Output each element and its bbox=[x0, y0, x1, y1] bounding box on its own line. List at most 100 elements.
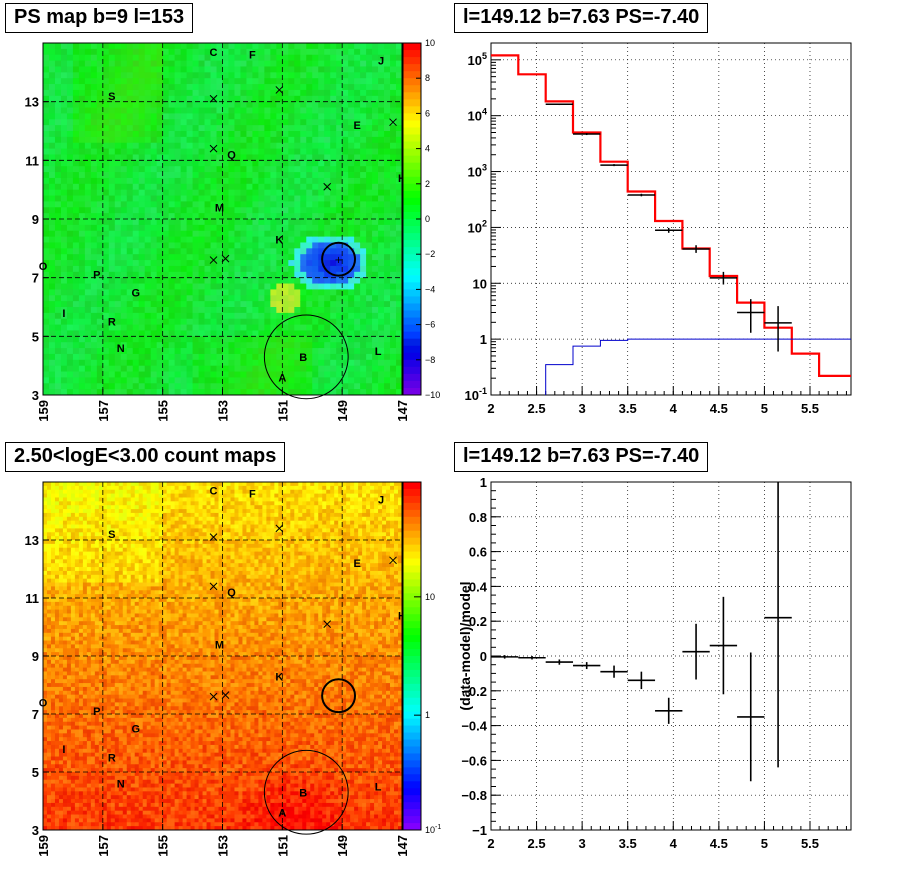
map-pixel bbox=[390, 195, 397, 202]
map-pixel bbox=[282, 248, 289, 255]
map-pixel bbox=[378, 230, 385, 237]
map-pixel bbox=[78, 219, 86, 226]
map-pixel bbox=[62, 683, 68, 688]
map-pixel bbox=[150, 271, 158, 279]
map-pixel bbox=[54, 60, 62, 67]
map-pixel bbox=[162, 72, 170, 79]
map-pixel bbox=[120, 389, 128, 396]
map-pixel bbox=[282, 236, 289, 243]
map-pixel bbox=[74, 621, 80, 626]
map-pixel bbox=[168, 183, 176, 191]
map-pixel bbox=[48, 95, 56, 103]
map-pixel bbox=[186, 312, 193, 320]
map-pixel bbox=[234, 113, 241, 120]
map-pixel bbox=[138, 177, 146, 185]
map-pixel bbox=[366, 318, 373, 325]
map-pixel bbox=[114, 43, 122, 50]
map-pixel bbox=[396, 289, 403, 296]
map-pixel bbox=[78, 371, 86, 378]
map-pixel bbox=[74, 563, 80, 568]
map-pixel bbox=[246, 154, 253, 161]
map-pixel bbox=[222, 84, 229, 91]
map-pixel bbox=[74, 493, 80, 498]
map-pixel bbox=[312, 183, 319, 191]
map-pixel bbox=[78, 177, 86, 185]
map-pixel bbox=[90, 536, 96, 541]
map-pixel bbox=[192, 160, 199, 167]
map-pixel bbox=[384, 359, 391, 367]
map-pixel bbox=[276, 78, 283, 85]
map-pixel bbox=[43, 760, 48, 765]
map-pixel bbox=[276, 172, 283, 179]
map-pixel bbox=[348, 48, 355, 56]
map-pixel bbox=[258, 54, 265, 61]
map-pixel bbox=[258, 160, 265, 167]
map-pixel bbox=[216, 336, 223, 343]
map-pixel bbox=[252, 148, 259, 155]
map-pixel bbox=[336, 365, 343, 372]
map-pixel bbox=[62, 570, 68, 576]
map-pixel bbox=[192, 142, 199, 149]
map-pixel bbox=[74, 497, 80, 502]
map-pixel bbox=[294, 54, 301, 61]
map-pixel bbox=[396, 260, 403, 267]
map-pixel bbox=[396, 78, 403, 85]
map-pixel bbox=[180, 119, 187, 126]
map-pixel bbox=[62, 717, 68, 723]
map-pixel bbox=[258, 242, 265, 249]
map-pixel bbox=[390, 78, 397, 85]
map-pixel bbox=[282, 318, 289, 325]
map-pixel bbox=[90, 324, 98, 331]
map-pixel bbox=[306, 72, 313, 79]
map-pixel bbox=[70, 485, 76, 491]
map-pixel bbox=[390, 213, 397, 220]
map-pixel bbox=[132, 172, 140, 179]
map-pixel bbox=[288, 48, 295, 56]
map-pixel bbox=[180, 342, 187, 349]
map-pixel bbox=[43, 613, 48, 618]
map-pixel bbox=[82, 663, 88, 668]
map-pixel bbox=[96, 289, 104, 296]
colorbar-cell bbox=[403, 331, 421, 340]
map-pixel bbox=[330, 125, 337, 132]
map-pixel bbox=[66, 348, 74, 355]
map-pixel bbox=[46, 605, 52, 610]
map-pixel bbox=[306, 195, 313, 202]
map-pixel bbox=[70, 737, 76, 742]
map-pixel bbox=[43, 706, 48, 711]
map-pixel bbox=[46, 799, 52, 804]
map-pixel bbox=[318, 95, 325, 103]
map-pixel bbox=[270, 72, 277, 79]
map-pixel bbox=[90, 318, 98, 325]
map-pixel bbox=[132, 248, 140, 255]
map-pixel bbox=[312, 160, 319, 167]
map-pixel bbox=[54, 567, 60, 572]
map-pixel bbox=[82, 582, 88, 587]
map-pixel bbox=[78, 230, 86, 237]
map-pixel bbox=[342, 348, 349, 355]
map-pixel bbox=[74, 567, 80, 572]
map-pixel bbox=[348, 371, 355, 378]
map-pixel bbox=[192, 54, 199, 61]
map-pixel bbox=[58, 555, 64, 560]
map-pixel bbox=[156, 113, 164, 120]
map-pixel bbox=[72, 89, 80, 97]
map-pixel bbox=[318, 213, 325, 220]
map-pixel bbox=[78, 265, 86, 273]
map-pixel bbox=[48, 254, 56, 261]
map-pixel bbox=[144, 66, 152, 73]
map-pixel bbox=[366, 48, 373, 56]
map-pixel bbox=[58, 822, 64, 827]
map-pixel bbox=[222, 72, 229, 79]
map-pixel bbox=[84, 113, 92, 120]
map-pixel bbox=[384, 48, 391, 56]
map-pixel bbox=[180, 60, 187, 67]
map-pixel bbox=[264, 289, 271, 296]
map-pixel bbox=[174, 160, 182, 167]
map-pixel bbox=[82, 799, 88, 804]
map-pixel bbox=[384, 248, 391, 255]
map-pixel bbox=[74, 516, 80, 522]
map-pixel bbox=[82, 702, 88, 707]
map-pixel bbox=[50, 640, 56, 645]
